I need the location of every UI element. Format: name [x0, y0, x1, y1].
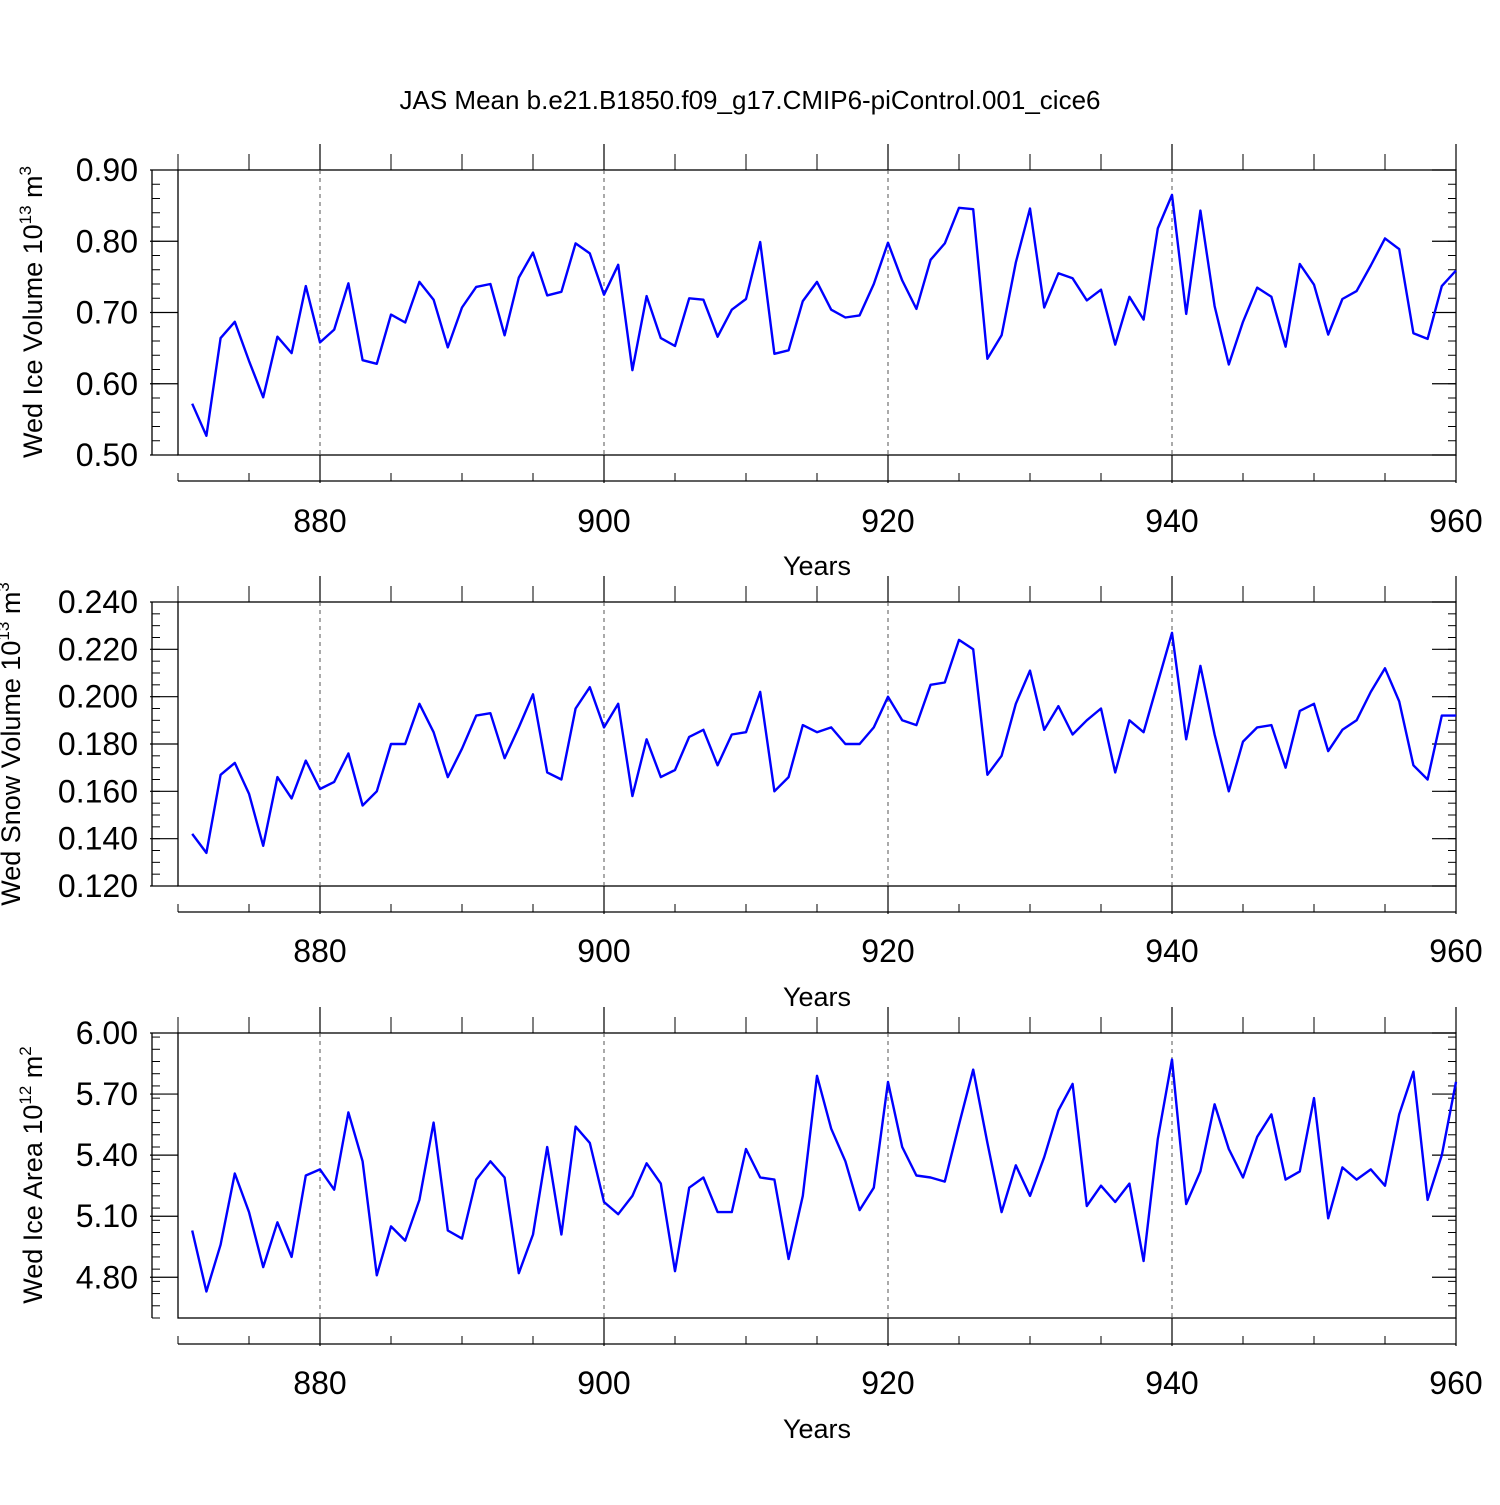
y-tick-label: 0.240 — [58, 584, 138, 620]
y-tick-label: 0.50 — [76, 437, 138, 473]
y-tick-label: 6.00 — [76, 1015, 138, 1051]
x-tick-label: 940 — [1145, 933, 1198, 969]
y-tick-label: 0.80 — [76, 223, 138, 259]
y-tick-label: 0.220 — [58, 631, 138, 667]
x-tick-label: 920 — [861, 933, 914, 969]
y-tick-label: 0.60 — [76, 366, 138, 402]
panel-2: 0.120 0.140 0.160 0.180 0.200 0.220 0.240 880 90… — [0, 576, 1483, 1012]
y-tick-label: 0.160 — [58, 773, 138, 809]
panel-3: 4.80 5.10 5.40 5.70 6.00 880 900 920 940 960 Years… — [16, 1007, 1483, 1444]
y-tick-label: 0.180 — [58, 726, 138, 762]
y-axis-label: Wed Snow Volume 1013 m3 — [0, 582, 26, 906]
x-axis-label: Years — [783, 982, 851, 1012]
x-tick-label: 960 — [1429, 503, 1482, 539]
x-tick-label: 940 — [1145, 503, 1198, 539]
series-line — [191, 1058, 1458, 1293]
x-tick-label: 920 — [861, 503, 914, 539]
x-tick-label: 960 — [1429, 933, 1482, 969]
x-tick-label: 880 — [293, 933, 346, 969]
x-tick-label: 960 — [1429, 1365, 1482, 1401]
x-tick-label: 900 — [577, 1365, 630, 1401]
x-axis-label: Years — [783, 1414, 851, 1444]
series-line — [191, 193, 1457, 437]
y-tick-label: 5.70 — [76, 1076, 138, 1112]
x-tick-label: 880 — [293, 503, 346, 539]
y-axis-label: Wed Ice Volume 1013 m3 — [16, 166, 48, 458]
x-tick-label: 920 — [861, 1365, 914, 1401]
y-tick-label: 5.40 — [76, 1137, 138, 1173]
y-tick-label: 0.90 — [76, 152, 138, 188]
y-tick-label: 5.10 — [76, 1198, 138, 1234]
panel-1: 0.50 0.60 0.70 0.80 0.90 880 900 920 940 960 Years… — [16, 144, 1483, 581]
y-axis-label: Wed Ice Area 1012 m2 — [16, 1046, 48, 1304]
series-line — [191, 631, 1456, 855]
x-tick-label: 940 — [1145, 1365, 1198, 1401]
y-tick-label: 4.80 — [76, 1259, 138, 1295]
y-tick-label: 0.200 — [58, 679, 138, 715]
x-tick-label: 880 — [293, 1365, 346, 1401]
y-tick-label: 0.120 — [58, 868, 138, 904]
x-tick-label: 900 — [577, 933, 630, 969]
x-tick-label: 900 — [577, 503, 630, 539]
y-tick-label: 0.70 — [76, 295, 138, 331]
x-axis-label: Years — [783, 551, 851, 581]
y-tick-label: 0.140 — [58, 821, 138, 857]
figure-title: JAS Mean b.e21.B1850.f09_g17.CMIP6-piCon… — [400, 85, 1101, 115]
